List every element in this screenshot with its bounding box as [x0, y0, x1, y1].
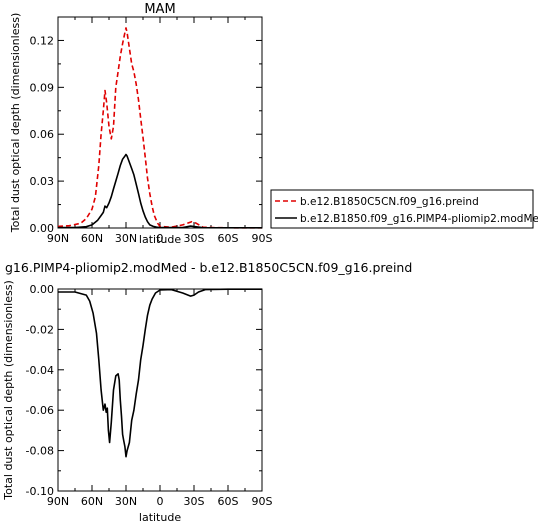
y-tick-label: 0.12: [30, 34, 55, 47]
x-tick-label: 30S: [184, 232, 205, 245]
y-tick-label: -0.08: [26, 445, 54, 458]
chart-title: g16.PIMP4-pliomip2.modMed - b.e12.B1850C…: [5, 260, 412, 275]
y-tick-label: 0.00: [30, 283, 55, 296]
y-tick-label: -0.02: [26, 323, 54, 336]
y-tick-label: -0.04: [26, 364, 54, 377]
y-tick-label: -0.10: [26, 485, 54, 498]
x-axis-label: latitude: [139, 233, 181, 246]
y-axis-label: Total dust optical depth (dimensionless): [9, 13, 22, 233]
series-line-0: [57, 27, 262, 229]
x-tick-label: 30N: [115, 232, 137, 245]
x-tick-label: 90S: [252, 495, 273, 508]
x-tick-label: 60N: [81, 232, 103, 245]
legend-box: [270, 189, 534, 229]
x-tick-label: 90N: [47, 495, 69, 508]
x-tick-label: 30N: [115, 495, 137, 508]
y-tick-label: 0.03: [30, 175, 55, 188]
y-tick-label: 0.09: [30, 81, 55, 94]
x-tick-label: 60S: [218, 495, 239, 508]
y-axis-label: Total dust optical depth (dimensionless): [2, 280, 15, 500]
x-tick-label: 60S: [218, 232, 239, 245]
plot-frame: [57, 16, 263, 229]
y-tick-label: -0.06: [26, 404, 54, 417]
series-line-1: [58, 153, 263, 229]
x-tick-label: 90N: [47, 232, 69, 245]
y-tick-label: 0.00: [30, 222, 55, 235]
chart-title: MAM: [144, 2, 175, 17]
x-axis-label: latitude: [139, 511, 181, 524]
series-line-0: [58, 288, 262, 458]
x-tick-label: 0: [157, 232, 164, 245]
plot-frame: [57, 288, 263, 492]
x-tick-label: 60N: [81, 495, 103, 508]
x-tick-label: 90S: [252, 232, 273, 245]
y-tick-label: 0.06: [30, 128, 55, 141]
x-tick-label: 0: [157, 495, 164, 508]
legend-label-0: b.e12.B1850C5CN.f09_g16.preind: [300, 196, 479, 208]
legend-label-1: b.e12.B1850.f09_g16.PIMP4-pliomip2.modMe…: [300, 213, 538, 225]
x-tick-label: 30S: [184, 495, 205, 508]
